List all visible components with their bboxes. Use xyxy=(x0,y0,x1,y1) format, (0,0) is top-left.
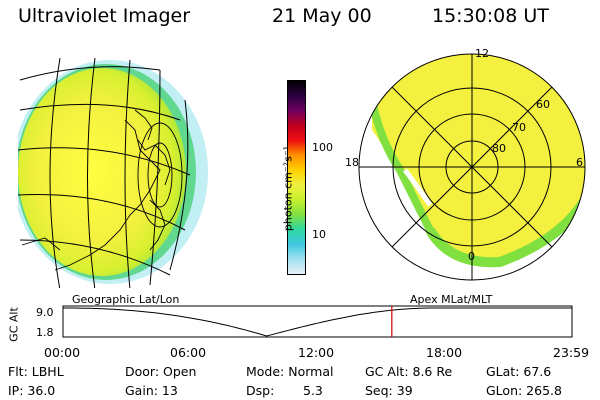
colorbar-tick-10: 10 xyxy=(312,228,326,241)
colorbar-unit-label: photon cm⁻²s⁻¹ xyxy=(281,145,295,232)
mode-status: Mode: Normal xyxy=(246,364,334,379)
lat-label-70: 70 xyxy=(512,121,526,134)
time-label: 15:30:08 UT xyxy=(432,5,549,27)
mlt-label-12: 12 xyxy=(475,47,489,60)
mlt-label-18: 18 xyxy=(345,156,359,169)
orbit-curve xyxy=(63,307,572,337)
instrument-title: Ultraviolet Imager xyxy=(18,5,191,27)
apex-label: Apex MLat/MLT xyxy=(410,293,493,306)
ip-status: IP: 36.0 xyxy=(8,383,56,398)
timeline-xtick-4: 23:59 xyxy=(553,345,590,360)
timeline-xtick-2: 12:00 xyxy=(298,345,335,360)
colorbar-tick-100: 100 xyxy=(312,141,333,154)
lat-label-80: 80 xyxy=(492,142,506,155)
timeline-xtick-1: 06:00 xyxy=(170,345,207,360)
glon-status: GLon: 265.8 xyxy=(486,383,562,398)
lat-label-60: 60 xyxy=(536,98,550,111)
mlt-label-6: 6 xyxy=(576,156,583,169)
dsp-value: 5.3 xyxy=(303,383,323,398)
door-status: Door: Open xyxy=(125,364,197,379)
filter-status: Flt: LBHL xyxy=(8,364,64,379)
gc-alt-status: GC Alt: 8.6 Re xyxy=(365,364,453,379)
timeline-xtick-0: 00:00 xyxy=(44,345,81,360)
timeline-xtick-3: 18:00 xyxy=(426,345,463,360)
colorbar xyxy=(287,80,306,275)
glat-status: GLat: 67.6 xyxy=(486,364,552,379)
timeline-axis-label: GC Alt xyxy=(7,307,21,342)
dsp-label: Dsp: xyxy=(246,383,275,398)
date-label: 21 May 00 xyxy=(272,5,372,27)
orbit-timeline xyxy=(62,305,573,338)
timeline-ytick-1-8: 1.8 xyxy=(36,326,54,339)
geographic-label: Geographic Lat/Lon xyxy=(72,293,180,306)
seq-status: Seq: 39 xyxy=(365,383,413,398)
mlt-label-0: 0 xyxy=(468,250,475,263)
timeline-ytick-9: 9.0 xyxy=(36,306,54,319)
gain-status: Gain: 13 xyxy=(125,383,178,398)
